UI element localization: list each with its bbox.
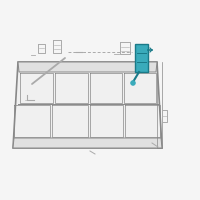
Circle shape: [131, 81, 135, 85]
Polygon shape: [13, 138, 162, 148]
Polygon shape: [18, 62, 157, 72]
Polygon shape: [13, 62, 162, 148]
Bar: [135, 44, 148, 72]
